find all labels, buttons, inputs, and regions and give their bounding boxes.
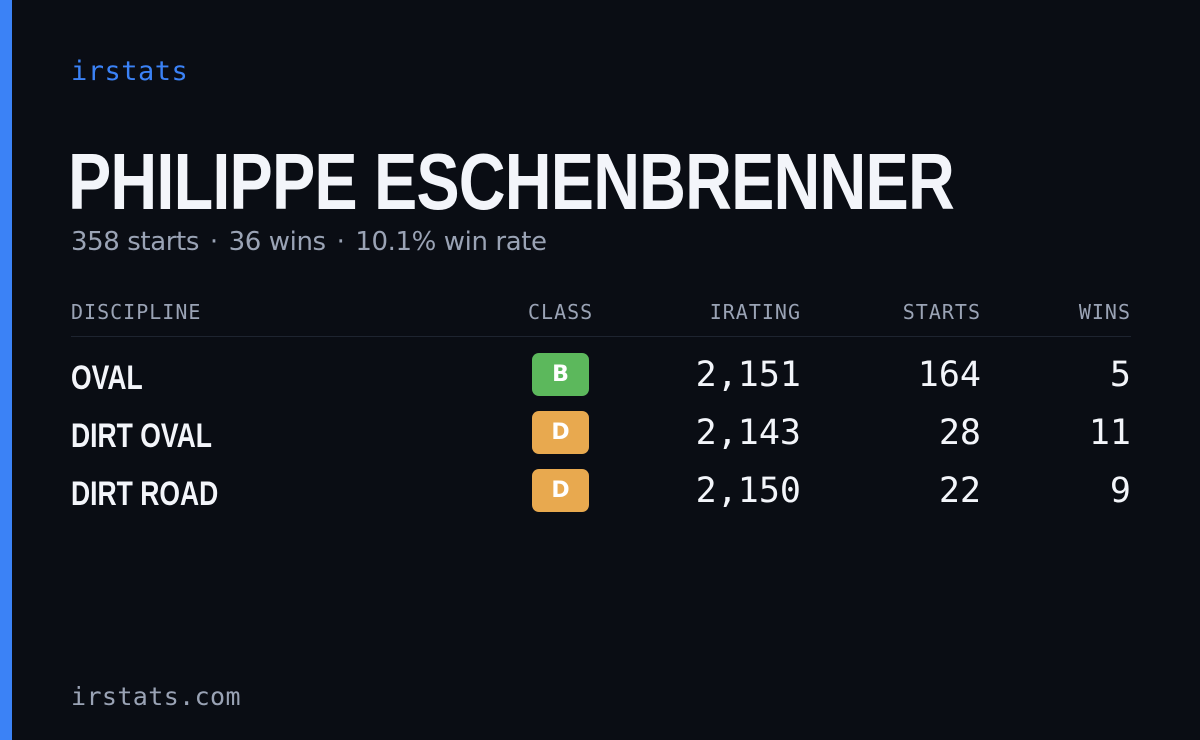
wins-value: 9 [1109,471,1131,511]
wins-value: 11 [1088,413,1131,453]
column-header-discipline: DISCIPLINE [71,300,202,324]
brand-logo-text[interactable]: irstats [71,56,189,87]
footer-url[interactable]: irstats.com [71,682,241,711]
starts-value: 22 [938,471,981,511]
column-header-class: CLASS [528,300,594,324]
class-badge: B [532,353,589,396]
discipline-name: OVAL [71,359,143,397]
summary-separator: · [209,227,218,257]
column-header-starts: STARTS [902,300,981,324]
summary-win-rate: 10.1% win rate [355,227,547,257]
wins-value: 5 [1109,355,1131,395]
summary-wins: 36 wins [228,227,326,257]
discipline-name: DIRT OVAL [71,417,212,455]
irating-value: 2,150 [695,471,801,511]
table-body: OVAL B 2,151 164 5 DIRT OVAL D 2,143 28 … [71,353,1131,527]
accent-bar [0,0,12,740]
starts-value: 164 [917,355,981,395]
player-summary: 358 starts · 36 wins · 10.1% win rate [71,227,547,257]
table-header: DISCIPLINE CLASS IRATING STARTS WINS [71,296,1131,337]
summary-separator: · [336,227,345,257]
table-row: DIRT ROAD D 2,150 22 9 [71,469,1131,527]
irating-value: 2,151 [695,355,801,395]
summary-starts: 358 starts [71,227,199,257]
column-header-irating: IRATING [709,300,801,324]
discipline-name: DIRT ROAD [71,475,219,513]
class-badge: D [532,411,589,454]
table-row: OVAL B 2,151 164 5 [71,353,1131,411]
column-header-wins: WINS [1078,300,1131,324]
class-badge: D [532,469,589,512]
discipline-stats-table: DISCIPLINE CLASS IRATING STARTS WINS OVA… [71,296,1131,527]
player-name: PHILIPPE ESCHENBRENNER [68,137,955,226]
table-row: DIRT OVAL D 2,143 28 11 [71,411,1131,469]
irating-value: 2,143 [695,413,801,453]
starts-value: 28 [938,413,981,453]
